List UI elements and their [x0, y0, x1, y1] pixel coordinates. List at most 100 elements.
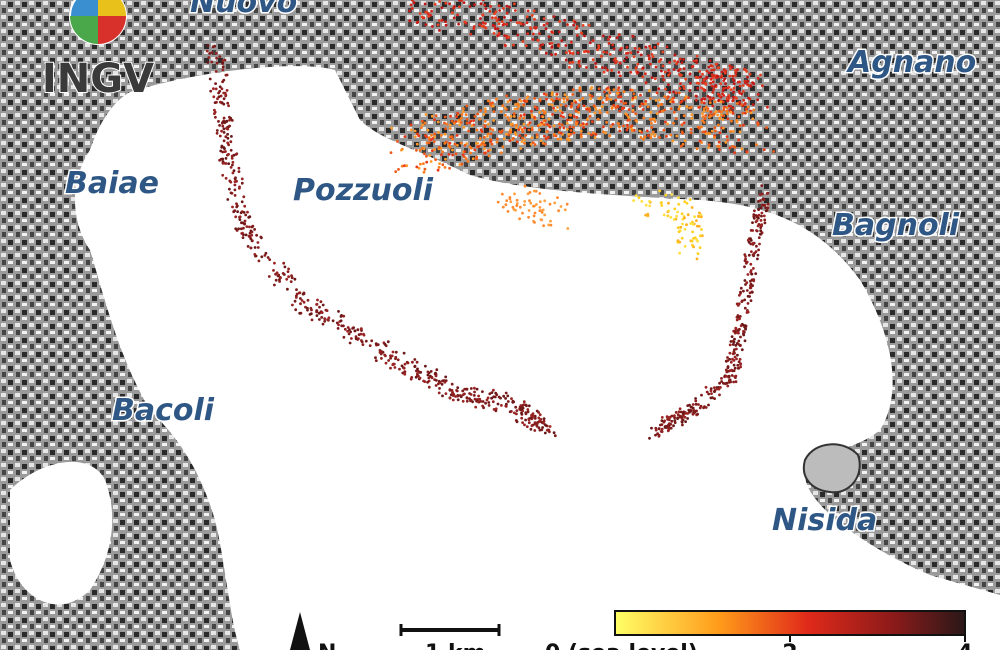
- seismic-event: [558, 126, 562, 129]
- seismic-event: [478, 136, 482, 140]
- seismic-event: [521, 130, 525, 134]
- seismic-event: [515, 198, 519, 202]
- seismic-event: [287, 267, 290, 271]
- seismic-event: [492, 388, 495, 392]
- seismic-event: [598, 108, 601, 112]
- seismic-event: [530, 136, 534, 140]
- seismic-event: [639, 93, 642, 97]
- seismic-event: [739, 290, 742, 294]
- seismic-event: [574, 101, 578, 104]
- seismic-event: [734, 380, 738, 384]
- seismic-event: [302, 291, 306, 295]
- seismic-event: [251, 224, 255, 228]
- seismic-event: [570, 40, 573, 44]
- seismic-event: [699, 215, 703, 219]
- seismic-event: [347, 332, 351, 336]
- seismic-event: [542, 23, 546, 27]
- seismic-event: [488, 148, 492, 152]
- seismic-event: [697, 403, 700, 406]
- seismic-event: [719, 100, 723, 104]
- seismic-event: [478, 23, 481, 27]
- seismic-event: [504, 391, 508, 395]
- seismic-event: [637, 47, 641, 51]
- seismic-event: [222, 78, 226, 82]
- seismic-event: [755, 229, 758, 232]
- seismic-event: [514, 103, 517, 106]
- seismic-event: [720, 70, 724, 74]
- seismic-event: [230, 154, 234, 158]
- seismic-event: [506, 100, 510, 104]
- seismic-event: [467, 129, 470, 133]
- seismic-event: [390, 126, 393, 130]
- seismic-event: [743, 306, 747, 310]
- seismic-event: [557, 131, 561, 134]
- seismic-event: [688, 89, 692, 92]
- seismic-event: [444, 157, 447, 161]
- seismic-event: [732, 90, 735, 94]
- seismic-event: [682, 121, 686, 125]
- seismic-event: [436, 120, 440, 124]
- seismic-event: [458, 0, 461, 2]
- seismic-event: [751, 117, 755, 121]
- seismic-event: [374, 342, 378, 346]
- seismic-event: [747, 253, 751, 257]
- seismic-event: [653, 133, 657, 137]
- seismic-event: [700, 141, 703, 144]
- seismic-event: [713, 126, 717, 129]
- seismic-event: [596, 117, 600, 121]
- seismic-event: [457, 120, 460, 123]
- seismic-event: [726, 138, 729, 142]
- seismic-event: [710, 68, 714, 72]
- seismic-event: [515, 204, 519, 208]
- seismic-event: [434, 384, 438, 387]
- seismic-event: [543, 199, 547, 203]
- seismic-event: [515, 409, 519, 412]
- seismic-event: [746, 310, 750, 314]
- seismic-event: [483, 136, 486, 139]
- seismic-event: [518, 134, 522, 138]
- seismic-event: [359, 327, 363, 331]
- seismic-event: [409, 123, 413, 127]
- seismic-event: [742, 98, 746, 102]
- seismic-event: [530, 113, 534, 117]
- seismic-event: [672, 424, 675, 428]
- seismic-event: [579, 31, 583, 35]
- seismic-event: [662, 128, 666, 132]
- seismic-event: [683, 139, 687, 143]
- seismic-event: [433, 132, 437, 136]
- seismic-event: [766, 202, 770, 206]
- seismic-event: [745, 110, 749, 114]
- seismic-event: [532, 214, 536, 218]
- seismic-event: [742, 333, 746, 337]
- seismic-event: [720, 75, 723, 79]
- seismic-event: [403, 362, 407, 366]
- seismic-event: [556, 196, 559, 200]
- seismic-event: [669, 215, 673, 219]
- seismic-event: [563, 93, 567, 97]
- seismic-event: [722, 106, 726, 110]
- seismic-event: [596, 48, 599, 52]
- seismic-event: [224, 135, 228, 139]
- seismic-event: [635, 119, 639, 123]
- seismic-event: [544, 119, 547, 123]
- seismic-event: [607, 88, 610, 92]
- seismic-event: [487, 99, 490, 103]
- seismic-event: [360, 340, 364, 344]
- seismic-event: [669, 426, 673, 430]
- seismic-event: [541, 115, 545, 119]
- seismic-event: [718, 117, 722, 121]
- seismic-event: [535, 203, 538, 206]
- seismic-event: [538, 428, 542, 432]
- seismic-event: [717, 123, 720, 127]
- seismic-event: [227, 104, 231, 108]
- seismic-event: [539, 418, 543, 421]
- seismic-event: [384, 361, 388, 365]
- seismic-event: [533, 429, 537, 432]
- seismic-event: [331, 319, 335, 323]
- seismic-event: [235, 179, 238, 183]
- seismic-event: [676, 210, 679, 214]
- seismic-event: [576, 105, 580, 109]
- seismic-event: [212, 95, 216, 99]
- seismic-event: [237, 166, 241, 170]
- seismic-event: [568, 65, 571, 69]
